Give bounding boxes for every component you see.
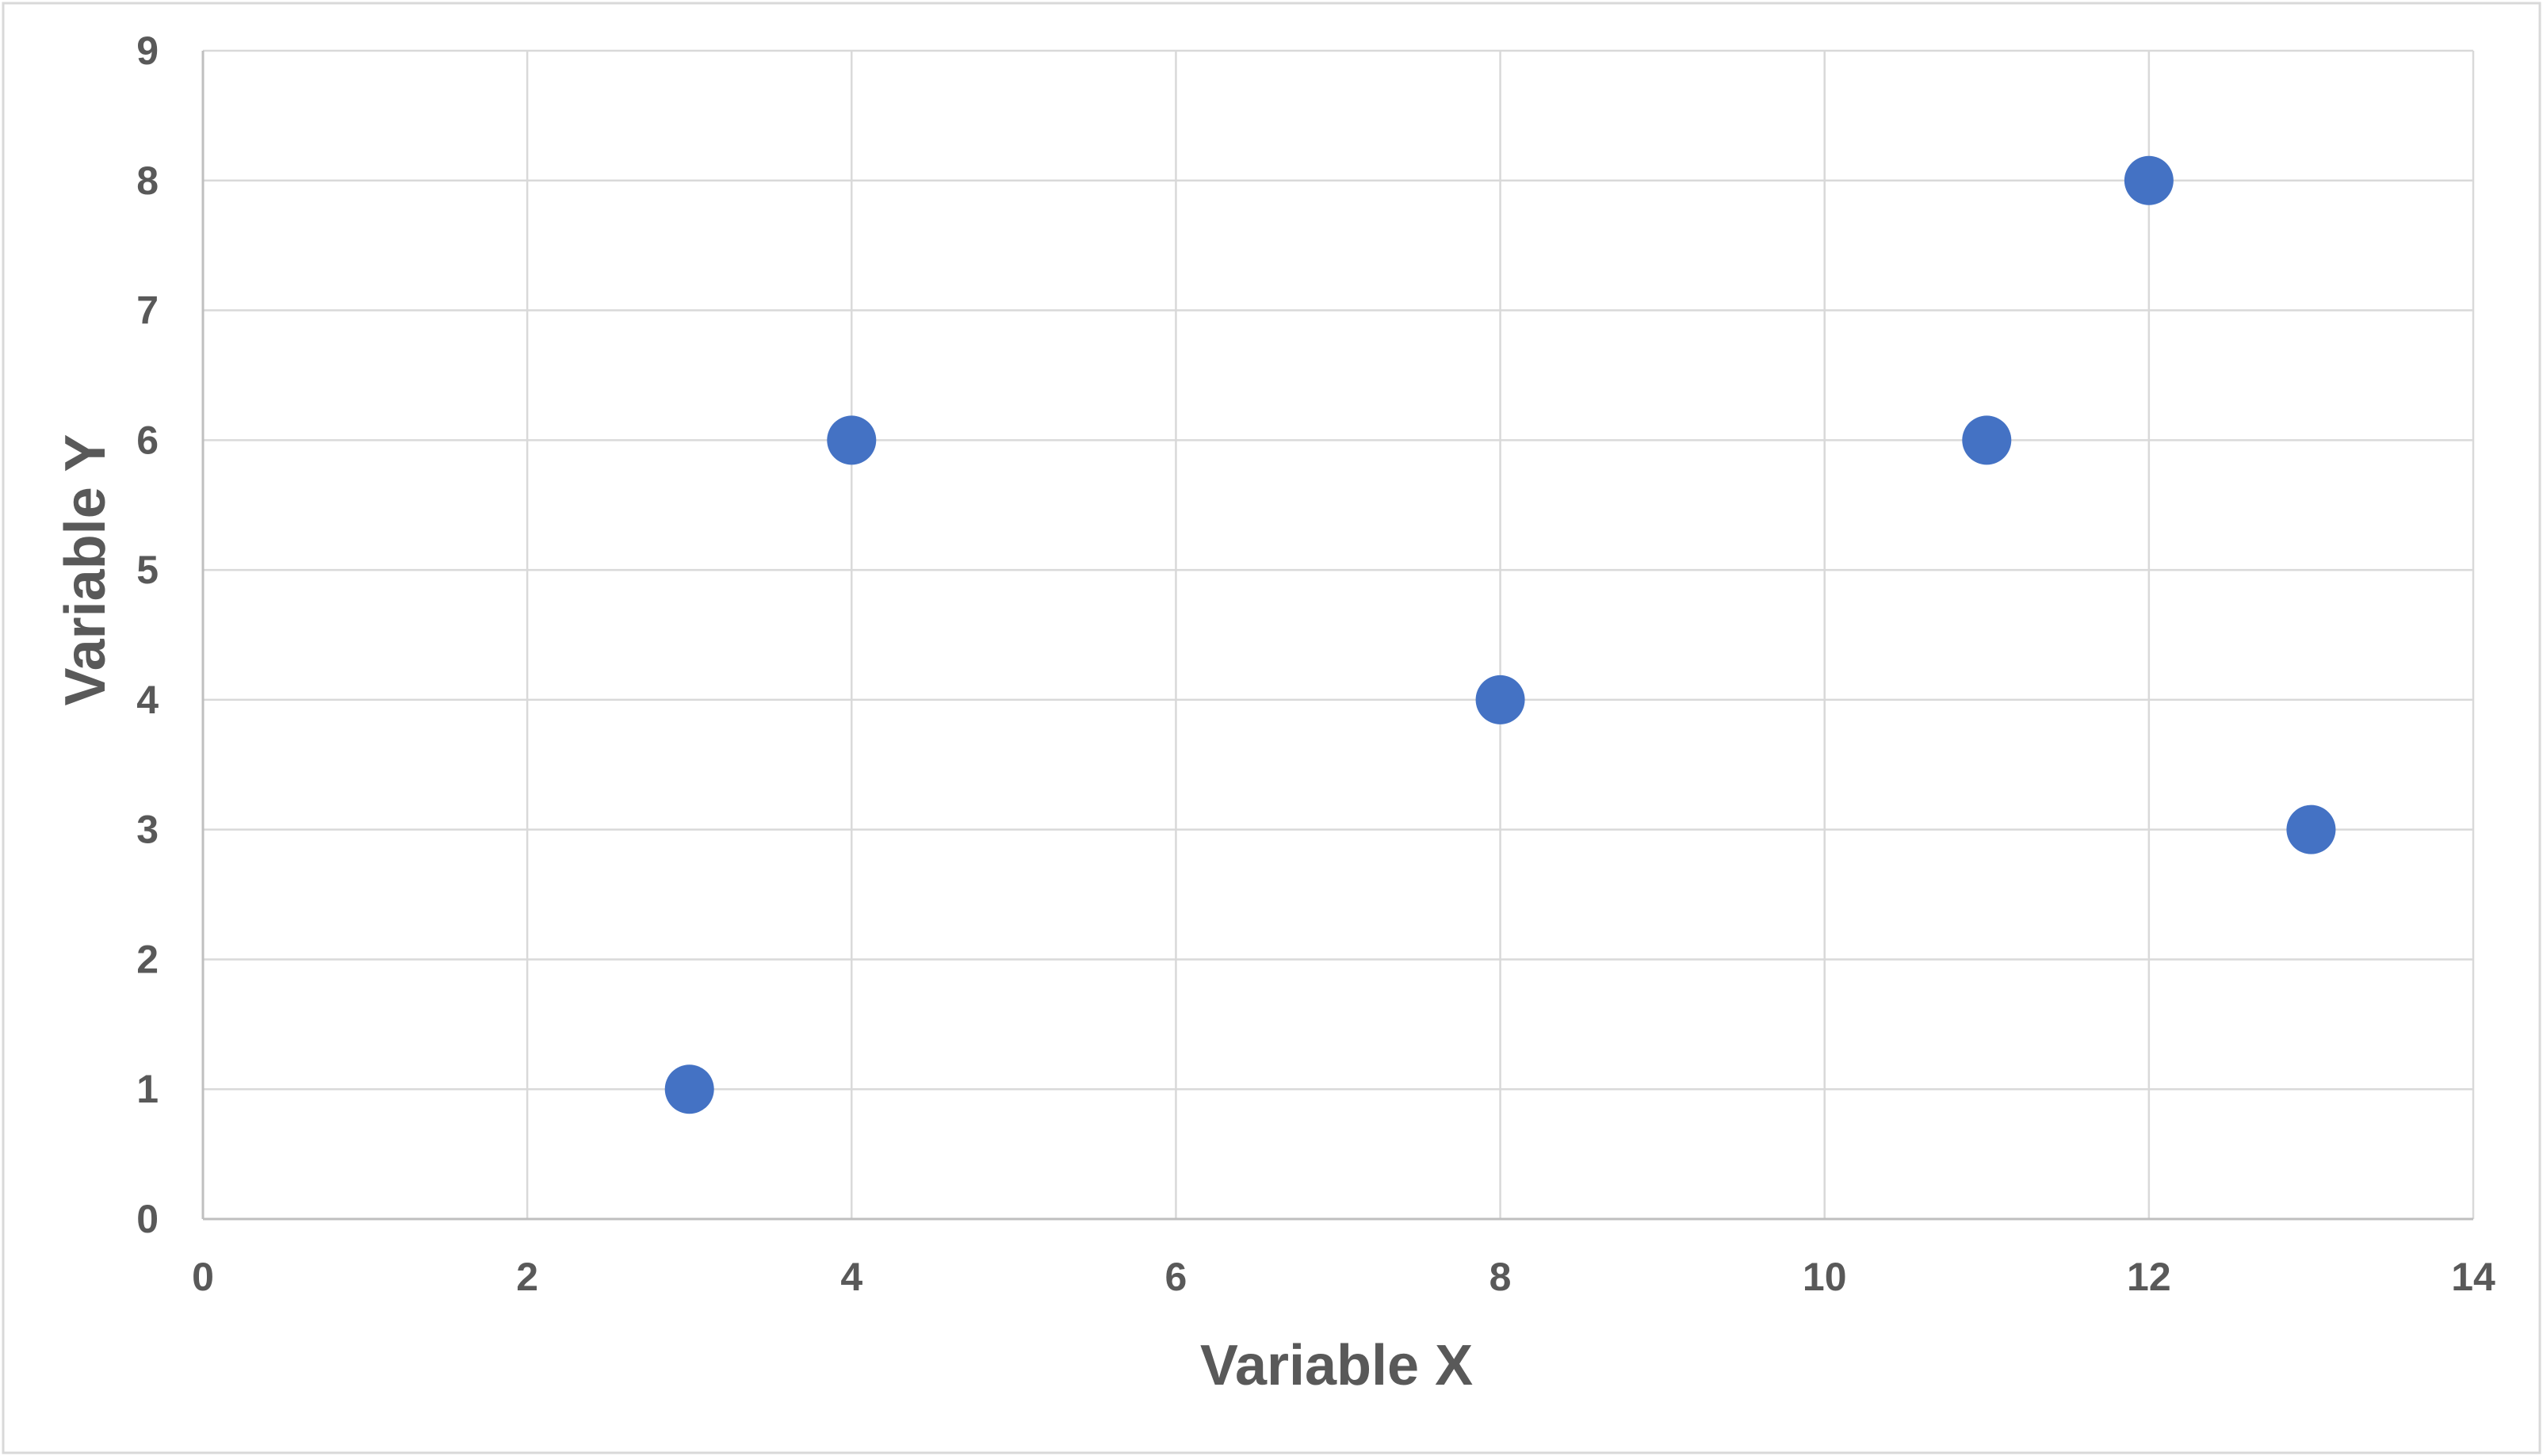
y-tick-label: 9 [136, 29, 159, 73]
data-point [664, 1064, 714, 1114]
data-point [1475, 674, 1525, 724]
y-tick-label: 1 [136, 1067, 159, 1111]
axes [201, 51, 2473, 1221]
y-tick-label: 3 [136, 808, 159, 852]
y-tick-label: 5 [136, 548, 159, 592]
x-tick-label: 10 [1803, 1255, 1847, 1299]
data-point [827, 415, 877, 465]
x-tick-label: 0 [192, 1255, 214, 1299]
y-axis-title: Variable Y [54, 434, 117, 706]
data-point [2286, 804, 2336, 854]
y-tick-label: 2 [136, 937, 159, 981]
data-point [1962, 415, 2012, 465]
x-tick-label: 6 [1165, 1255, 1187, 1299]
x-tick-label: 12 [2127, 1255, 2171, 1299]
x-axis-title: Variable X [1200, 1334, 1473, 1397]
y-tick-label: 8 [136, 159, 159, 203]
gridlines [203, 49, 2475, 1219]
data-point [2124, 155, 2174, 205]
data-points [664, 155, 2336, 1114]
x-tick-label: 2 [516, 1255, 538, 1299]
y-tick-label: 7 [136, 289, 159, 333]
y-tick-label: 4 [136, 678, 159, 722]
x-tick-label: 4 [840, 1255, 862, 1299]
y-tick-label: 0 [136, 1197, 159, 1241]
x-tick-label: 8 [1489, 1255, 1512, 1299]
x-tick-label: 14 [2451, 1255, 2495, 1299]
y-tick-label: 6 [136, 418, 159, 462]
